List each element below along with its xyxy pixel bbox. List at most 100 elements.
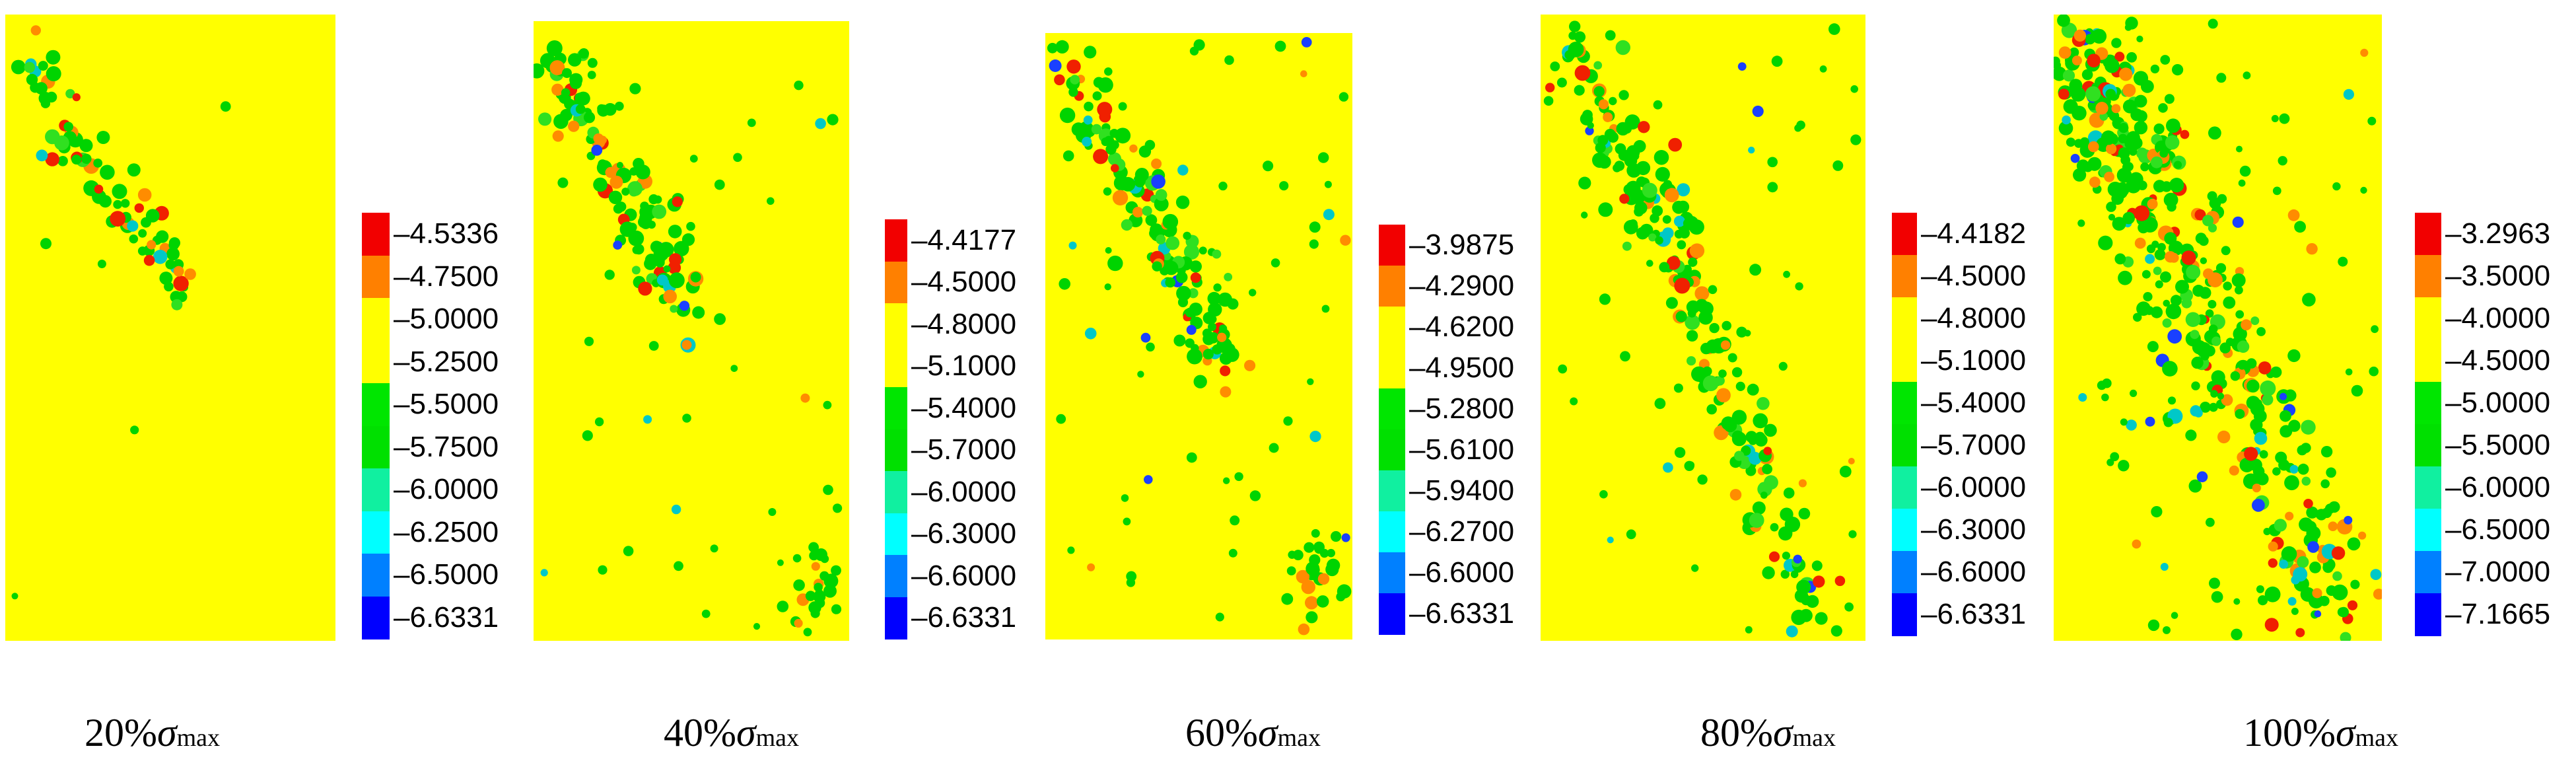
crack-point: [2373, 589, 2382, 600]
colorbar-tick-label: –3.9875: [1409, 229, 1515, 261]
crack-point: [2302, 293, 2316, 307]
scatter-point: [2137, 180, 2147, 190]
crack-point: [2344, 515, 2353, 525]
colorbar-tick-label: –5.2800: [1409, 392, 1515, 425]
scatter-point: [1340, 235, 1351, 246]
colorbar-tick-label: –6.5000: [394, 558, 499, 591]
colorbar-tick-label: –4.4182: [1921, 217, 2027, 250]
crack-point: [2154, 249, 2166, 260]
crack-point: [46, 66, 61, 82]
crack-point: [2087, 54, 2101, 67]
crack-point: [1068, 87, 1078, 97]
crack-point: [38, 61, 48, 71]
scatter-point: [1687, 309, 1696, 318]
crack-point: [2229, 465, 2239, 476]
crack-point: [2340, 632, 2351, 641]
crack-point: [668, 272, 685, 289]
crack-point: [71, 155, 82, 165]
crack-point: [1623, 219, 1638, 235]
crack-point: [663, 289, 677, 304]
scatter-point: [587, 57, 598, 68]
colorbar-segment: [1379, 552, 1405, 594]
crack-point: [1097, 102, 1113, 118]
crack-point: [1720, 340, 1731, 350]
crack-point: [1677, 183, 1690, 197]
colorbar-tick-label: –6.3000: [911, 517, 1017, 550]
crack-point: [1655, 166, 1670, 182]
scatter-point: [1620, 351, 1630, 362]
scatter-point: [2108, 213, 2116, 221]
scatter-point: [827, 114, 839, 126]
scatter-point: [2200, 257, 2208, 264]
scatter-point: [2231, 628, 2243, 640]
crack-point: [1688, 219, 1704, 235]
crack-point: [2287, 349, 2301, 363]
crack-point: [121, 199, 130, 208]
crack-point: [648, 341, 659, 351]
crack-point: [1687, 356, 1696, 366]
scatter-point: [777, 559, 784, 566]
crack-point: [1177, 297, 1189, 308]
scatter-point: [2151, 506, 2163, 518]
crack-point: [552, 130, 564, 142]
scatter-point: [2118, 123, 2129, 133]
crack-point: [2118, 147, 2130, 159]
scatter-point: [2151, 240, 2159, 248]
crack-point: [184, 268, 196, 280]
crack-point: [2320, 479, 2330, 489]
crack-point: [1798, 479, 1807, 488]
colorbar-segment: [2415, 340, 2441, 383]
crack-point: [656, 274, 668, 286]
crack-point: [808, 542, 819, 553]
scatter-point: [1543, 96, 1554, 106]
colorbar-segment: [1379, 470, 1405, 512]
crack-point: [2107, 182, 2123, 198]
colorbar-segment: [2415, 509, 2441, 552]
scatter-point: [1341, 533, 1350, 542]
crack-point: [2101, 130, 2116, 145]
crack-point: [2199, 287, 2211, 299]
scatter-point: [2211, 591, 2223, 603]
crack-point: [1698, 310, 1713, 325]
crack-point: [1702, 375, 1719, 392]
crack-point: [1162, 213, 1179, 230]
scatter-point: [1215, 612, 1224, 622]
colorbar-tick-label: –6.6000: [911, 559, 1017, 592]
scatter-point: [1339, 92, 1349, 102]
crack-point: [1097, 77, 1113, 93]
crack-point: [1685, 314, 1700, 330]
crack-point: [1145, 214, 1158, 227]
scatter-point: [2314, 610, 2322, 618]
crack-point: [1694, 286, 1710, 301]
scatter-point: [2223, 281, 2232, 291]
scatter-point: [767, 197, 775, 205]
crack-point: [2280, 425, 2293, 438]
scatter-point: [1177, 164, 1189, 176]
crack-point: [2162, 361, 2178, 377]
scatter-point: [11, 593, 18, 600]
crack-point: [2160, 55, 2171, 65]
crack-point: [1224, 273, 1233, 281]
scatter-point: [1137, 371, 1144, 378]
colorbar-tick-label: –4.0000: [2445, 302, 2551, 334]
crack-point: [2119, 67, 2133, 81]
scatter-point: [1309, 221, 1321, 233]
crack-point: [1556, 77, 1567, 88]
crack-point: [1677, 200, 1690, 213]
heatmap-panel-100: [2054, 15, 2382, 641]
specimen-background: [534, 21, 849, 641]
colorbar-segment: [1892, 424, 1917, 467]
scatter-point: [2345, 368, 2353, 376]
scatter-point: [1274, 40, 1286, 52]
scatter-point: [1771, 55, 1783, 67]
scatter-point: [2141, 270, 2151, 279]
crack-point: [2211, 336, 2221, 346]
crack-point: [538, 112, 552, 126]
scatter-point: [1300, 70, 1307, 77]
crack-point: [2252, 484, 2261, 493]
crack-point: [668, 225, 682, 238]
crack-point: [1603, 112, 1613, 122]
crack-point: [2230, 371, 2241, 381]
colorbar-segment: [885, 555, 907, 597]
crack-point: [65, 89, 75, 98]
